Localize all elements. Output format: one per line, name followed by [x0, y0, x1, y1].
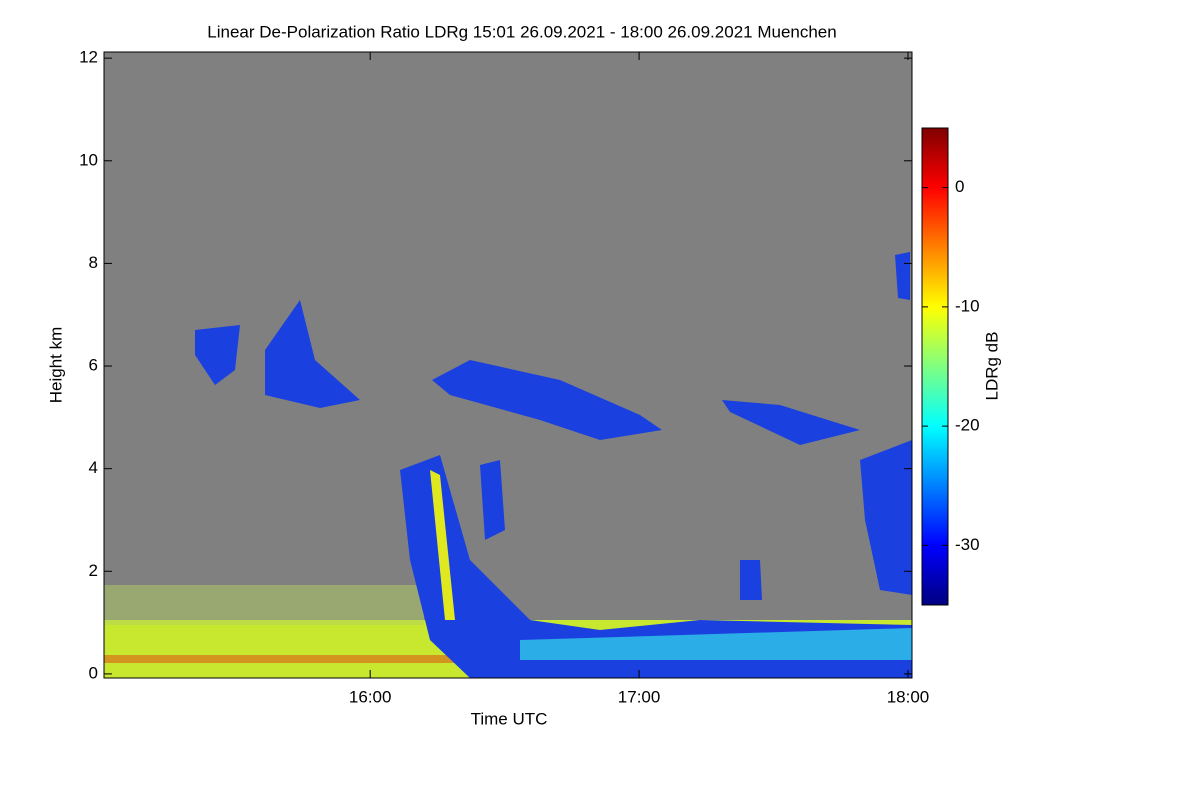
echo-region: [400, 455, 912, 678]
x-axis-label: Time UTC: [471, 709, 548, 728]
echo-region: [432, 360, 662, 440]
plot-frame: [103, 51, 913, 679]
echo-region: [520, 628, 912, 660]
y-axis-label: Height km: [46, 327, 65, 404]
echo-region: [430, 470, 455, 620]
x-tick-label: 17:00: [618, 687, 661, 706]
echo-region: [895, 252, 910, 300]
colorbar-label: LDRg dB: [982, 332, 1001, 401]
echo-region: [722, 400, 860, 445]
y-tick-label: 6: [89, 356, 98, 375]
y-tick-label: 8: [89, 253, 98, 272]
colorbar-tick-label: -10: [955, 296, 980, 315]
y-tick-label: 12: [79, 48, 98, 67]
echo-region: [860, 440, 912, 595]
x-tick-label: 18:00: [887, 687, 930, 706]
plot-background: [104, 52, 912, 678]
colorbar-tick-label: 0: [955, 177, 964, 196]
colorbar-tick-label: -20: [955, 416, 980, 435]
chart-title: Linear De-Polarization Ratio LDRg 15:01 …: [207, 22, 836, 41]
echo-region: [480, 460, 505, 540]
colorbar: [921, 127, 949, 606]
x-tick-label: 16:00: [349, 687, 392, 706]
echo-region: [104, 585, 424, 625]
y-tick-label: 10: [79, 150, 98, 169]
y-tick-label: 2: [89, 561, 98, 580]
y-tick-label: 4: [89, 458, 98, 477]
echo-region: [195, 325, 240, 385]
echo-region: [740, 560, 762, 600]
echo-region: [265, 300, 360, 408]
y-tick-label: 0: [89, 663, 98, 682]
echo-layer: [104, 252, 912, 678]
colorbar-tick-label: -30: [955, 535, 980, 554]
